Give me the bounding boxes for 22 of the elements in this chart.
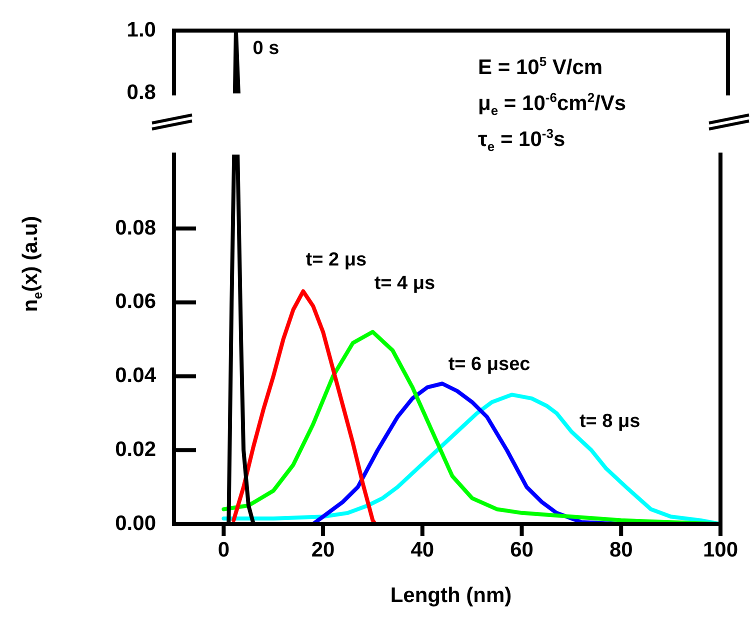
y-tick-label: 0.00 xyxy=(115,512,156,535)
y-tick-label: 0.08 xyxy=(115,216,156,240)
y-tick-label: 0.02 xyxy=(115,438,156,461)
x-tick-label: 40 xyxy=(410,538,434,562)
annotation: E = 10$^{5}$ V/cm xyxy=(478,54,603,80)
series-label: t= 8 μs xyxy=(579,410,640,432)
annotation: μ$_{e}$ = 10$^{-6}$cm$^{2}$/Vs xyxy=(478,90,626,118)
text: τ$_{e}$ = 10$^{-3}$s xyxy=(478,126,566,154)
x-tick-label: 100 xyxy=(702,538,738,562)
x-tick-label: 20 xyxy=(311,538,335,562)
series-label: t= 2 μs xyxy=(306,250,367,271)
y-tick-label: 0.04 xyxy=(115,364,156,388)
y-tick-label: 0.8 xyxy=(126,81,156,104)
series-label: t= 6 μsec xyxy=(448,354,531,375)
series-label: t= 4 μs xyxy=(374,273,436,294)
y-tick-label: 1.0 xyxy=(126,18,156,42)
x-tick-label: 60 xyxy=(510,538,534,562)
y-tick-label: 0.06 xyxy=(115,290,156,314)
x-tick-label: 0 xyxy=(218,538,230,562)
x-tick-label: 80 xyxy=(609,538,633,562)
series-label: 0 s xyxy=(252,38,280,59)
x-axis-title: Length (nm) xyxy=(390,584,512,608)
